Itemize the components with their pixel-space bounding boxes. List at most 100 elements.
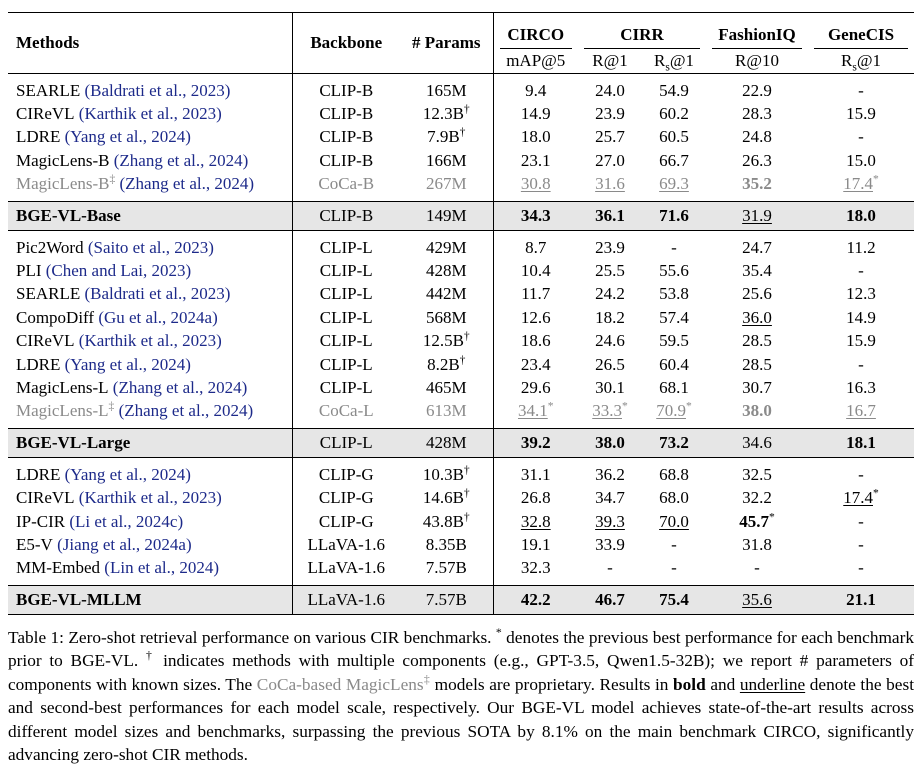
text-run: 30.1 — [595, 377, 625, 397]
value-cell: - — [642, 230, 706, 259]
text-run: R — [841, 51, 853, 70]
text-run: Backbone — [310, 33, 383, 52]
text-run: 57.4 — [659, 307, 689, 327]
text-run: * — [873, 172, 879, 186]
table-section: BGE-VL-Large CLIP-L 428M 39.2 38.0 73.2 34.6 18… — [8, 428, 915, 458]
text-run: (Zhang et al., 2024) — [119, 174, 255, 194]
column-header: CIRCO — [493, 13, 578, 49]
method-cell: SEARLE (Baldrati et al., 2023) — [8, 73, 293, 103]
text-run: (Lin et al., 2024) — [104, 558, 220, 578]
value-cell: 267M — [400, 172, 494, 202]
value-cell: 30.7 — [706, 376, 808, 399]
value-cell: 15.9 — [808, 330, 914, 353]
table-row: LDRE (Yang et al., 2024) CLIP-L 8.2B† 23.4 26… — [8, 352, 914, 377]
text-run: 36.0 — [742, 307, 772, 327]
value-cell: CoCa-B — [292, 173, 400, 202]
text-run: 55.6 — [659, 261, 689, 281]
text-run: underline — [739, 674, 806, 694]
value-cell: 31.6 — [578, 173, 642, 202]
value-cell: 18.2 — [578, 306, 642, 329]
value-cell: 11.7 — [493, 283, 578, 306]
value-cell: 428M — [400, 428, 494, 458]
value-cell: 36.0 — [706, 306, 808, 329]
text-run: 24.7 — [742, 237, 772, 257]
text-run: 12.6 — [520, 307, 551, 327]
text-run: 23.1 — [520, 150, 551, 170]
value-cell: 38.0 — [706, 400, 808, 429]
column-header: FashionIQ — [706, 13, 808, 49]
value-cell: 31.1 — [493, 458, 578, 487]
value-cell: 53.8 — [642, 283, 706, 306]
text-run: 28.3 — [742, 104, 772, 124]
value-cell: 25.7 — [578, 126, 642, 149]
method-cell: CIReVL (Karthik et al., 2023) — [8, 486, 293, 510]
value-cell: 24.0 — [578, 74, 642, 103]
value-cell: 32.8 — [493, 510, 578, 533]
text-run: † — [463, 509, 470, 523]
text-run: LDRE — [16, 354, 61, 374]
table-row: CIReVL (Karthik et al., 2023) CLIP-B 12.3B†… — [8, 102, 914, 126]
value-cell: 43.8B† — [400, 509, 494, 534]
text-run: CLIP-L — [319, 284, 373, 304]
value-cell: 10.4 — [493, 259, 578, 282]
text-run: † — [463, 329, 470, 343]
text-run: 19.1 — [520, 534, 551, 554]
table-row: SEARLE (Baldrati et al., 2023) CLIP-B 165M 9… — [8, 73, 914, 103]
text-run: † — [459, 125, 466, 139]
column-header: GeneCIS — [808, 13, 914, 49]
text-run: (Yang et al., 2024) — [64, 127, 191, 147]
text-run: (Karthik et al., 2023) — [78, 488, 222, 508]
text-run: CIRCO — [507, 25, 565, 44]
value-cell: - — [642, 533, 706, 556]
value-cell: 33.3* — [578, 400, 642, 429]
value-cell: 70.9* — [642, 400, 706, 429]
text-run: CLIP-G — [318, 464, 374, 484]
text-run: denote the best and second-best performa… — [8, 674, 914, 765]
text-run: 45.7 — [739, 511, 769, 531]
value-cell: 23.1 — [493, 149, 578, 172]
table-row: CIReVL (Karthik et al., 2023) CLIP-L 12.5B†… — [8, 329, 914, 353]
text-run: models are proprietary. Results in — [430, 674, 674, 694]
method-cell: MagicLens-L (Zhang et al., 2024) — [8, 376, 293, 400]
value-cell: - — [808, 126, 914, 149]
text-run: 38.0 — [742, 401, 772, 421]
text-run: 53.8 — [659, 284, 689, 304]
value-cell: 34.7 — [578, 486, 642, 509]
value-cell: 17.4* — [808, 173, 914, 202]
text-run: 18.6 — [520, 331, 551, 351]
value-cell: 14.6B† — [400, 486, 494, 510]
text-run: 428M — [425, 261, 467, 281]
text-run: - — [858, 354, 864, 374]
header-group: FashionIQ — [712, 25, 803, 49]
text-run: BGE-VL-Large — [16, 433, 131, 453]
text-run: 12.3B — [422, 104, 464, 124]
method-cell: MM-Embed (Lin et al., 2024) — [8, 556, 293, 586]
header-row: mAP@5 R@1 Rs@1 R@10 Rs@1 — [8, 49, 914, 74]
text-run: (Baldrati et al., 2023) — [84, 284, 231, 304]
method-cell: LDRE (Yang et al., 2024) — [8, 457, 293, 487]
text-run: IP-CIR — [16, 511, 66, 531]
text-run: 38.0 — [595, 433, 625, 453]
value-cell: 73.2 — [642, 428, 707, 458]
text-run: 34.7 — [595, 488, 625, 508]
method-cell: CIReVL (Karthik et al., 2023) — [8, 329, 293, 353]
text-run: bold — [673, 674, 706, 694]
value-cell: CoCa-L — [292, 400, 400, 429]
text-run: GeneCIS — [827, 25, 895, 44]
value-cell: - — [578, 557, 642, 586]
table-row: BGE-VL-MLLM LLaVA-1.6 7.57B 42.2 46.7 75.4 35.… — [8, 585, 915, 615]
value-cell: 27.0 — [578, 149, 642, 172]
text-run: LLaVA-1.6 — [307, 558, 386, 578]
text-run: CLIP-L — [319, 261, 373, 281]
value-cell: 14.9 — [808, 306, 914, 329]
text-run: 68.1 — [659, 377, 689, 397]
text-run: * — [873, 486, 879, 500]
value-cell: 8.35B — [400, 533, 494, 557]
value-cell: 35.2 — [706, 173, 808, 202]
value-cell: 26.8 — [493, 486, 578, 509]
text-run: 36.1 — [595, 205, 625, 225]
value-cell: CLIP-L — [292, 353, 400, 376]
value-cell: - — [808, 533, 914, 556]
text-run: 66.7 — [659, 150, 689, 170]
value-cell: 35.6 — [706, 585, 809, 615]
